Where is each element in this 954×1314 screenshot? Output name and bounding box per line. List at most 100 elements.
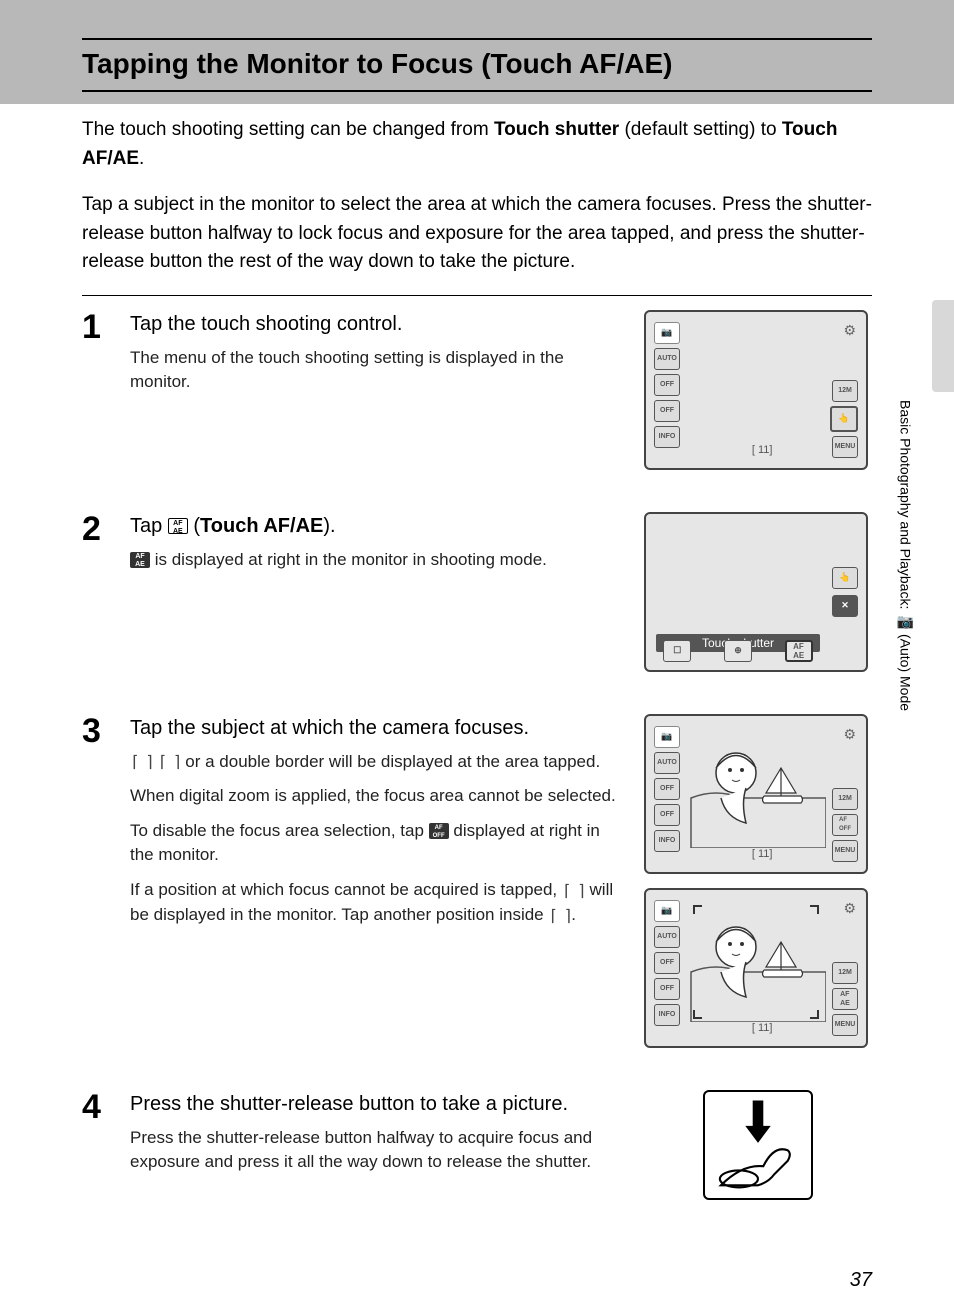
step-body: Press the shutter-release button to take…: [130, 1090, 630, 1200]
side-section-label: Basic Photography and Playback: 📷 (Auto)…: [897, 400, 914, 711]
right-icon-stack: 12M AFAE MENU: [832, 962, 858, 1036]
step-head-seg: ).: [323, 515, 335, 537]
side-label-text: Basic Photography and Playback:: [897, 400, 913, 609]
step-detail: The menu of the touch shooting setting i…: [130, 346, 622, 395]
menu-icon: MENU: [832, 840, 858, 862]
step-3: 3 Tap the subject at which the camera fo…: [82, 714, 872, 1062]
content-area: The touch shooting setting can be change…: [0, 104, 954, 1200]
step-number: 2: [82, 512, 116, 686]
left-icon-stack: 📷 AUTO OFF OFF INFO: [654, 322, 680, 448]
step-1: 1 Tap the touch shooting control. The me…: [82, 310, 872, 484]
right-icon-stack: 12M AFOFF MENU: [832, 788, 858, 862]
step-detail-seg: .: [571, 905, 576, 924]
camera-screen-3a: 📷 AUTO OFF OFF INFO ⚙: [644, 714, 868, 874]
info-icon: INFO: [654, 1004, 680, 1026]
intro-text-seg: .: [139, 148, 144, 169]
auto-icon: AUTO: [654, 348, 680, 370]
scene-drawing: [686, 902, 826, 1032]
resolution-icon: 12M: [832, 788, 858, 810]
off-icon: OFF: [654, 804, 680, 826]
shutter-press-figure: [703, 1090, 813, 1200]
frame-counter: [ 11]: [752, 444, 773, 456]
right-icon-stack: 12M 👆 MENU: [830, 380, 858, 458]
close-icon: ✕: [832, 595, 858, 617]
step-detail-seg: To disable the focus area selection, tap: [130, 821, 429, 840]
resolution-icon: 12M: [832, 380, 858, 402]
menu-icon: MENU: [832, 1014, 858, 1036]
step-detail: To disable the focus area selection, tap…: [130, 819, 622, 868]
step-body: Tap the subject at which the camera focu…: [130, 714, 630, 1062]
invalid-bracket-icon: ⌈ ⌉: [562, 879, 585, 902]
afae-option-icon: AFAE: [785, 640, 813, 662]
step-body: Tap AFAE (Touch AF/AE). AFAE is displaye…: [130, 512, 630, 686]
step-heading: Tap the subject at which the camera focu…: [130, 714, 622, 742]
step-heading: Tap AFAE (Touch AF/AE).: [130, 512, 622, 540]
intro-text-seg: (default setting) to: [619, 119, 782, 140]
touch-option-row: ☐ ⊕ AFAE: [656, 638, 820, 668]
intro-text-seg: The touch shooting setting can be change…: [82, 119, 494, 140]
afae-indicator-icon: AFAE: [832, 988, 858, 1010]
wireless-icon: ⚙: [843, 726, 856, 743]
menu-icon: MENU: [832, 436, 858, 458]
page-number: 37: [850, 1269, 872, 1292]
step-heading: Tap the touch shooting control.: [130, 310, 622, 338]
camera-icon: 📷: [654, 726, 680, 748]
camera-icon: 📷: [654, 322, 680, 344]
figure-column: [644, 1090, 872, 1200]
intro-paragraph-1: The touch shooting setting can be change…: [82, 116, 872, 173]
step-detail: If a position at which focus cannot be a…: [130, 878, 622, 927]
auto-icon: AUTO: [654, 926, 680, 948]
step-body: Tap the touch shooting control. The menu…: [130, 310, 630, 484]
touch-shooting-icon: 👆: [830, 406, 858, 432]
header-band: Tapping the Monitor to Focus (Touch AF/A…: [0, 0, 954, 104]
frame-counter: [ 11]: [752, 848, 773, 860]
off-icon: OFF: [654, 952, 680, 974]
afoff-icon: AFOFF: [832, 814, 858, 836]
off-icon: OFF: [654, 778, 680, 800]
title-box: Tapping the Monitor to Focus (Touch AF/A…: [82, 38, 872, 92]
step-4: 4 Press the shutter-release button to ta…: [82, 1090, 872, 1200]
divider: [82, 295, 872, 296]
side-tab: [932, 300, 954, 392]
step-head-seg: Tap: [130, 515, 168, 537]
step-detail: Press the shutter-release button halfway…: [130, 1126, 622, 1175]
left-icon-stack: 📷 AUTO OFF OFF INFO: [654, 726, 680, 852]
camera-screen-2: Touch shutter ☐ ⊕ AFAE 👆 ✕: [644, 512, 868, 672]
step-detail: When digital zoom is applied, the focus …: [130, 784, 622, 809]
subject-tracking-option-icon: ⊕: [724, 640, 752, 662]
resolution-icon: 12M: [832, 962, 858, 984]
step-head-bold: Touch AF/AE: [200, 515, 323, 537]
scene-drawing: [686, 728, 826, 858]
step-number: 4: [82, 1090, 116, 1200]
off-icon: OFF: [654, 400, 680, 422]
afoff-icon: AFOFF: [429, 823, 449, 839]
afae-indicator-icon: AFAE: [130, 552, 150, 568]
camera-icon: 📷: [654, 900, 680, 922]
step-detail: AFAE is displayed at right in the monito…: [130, 548, 622, 573]
touch-toggle-icon: 👆: [832, 567, 858, 589]
step-detail-seg: is displayed at right in the monitor in …: [150, 550, 547, 569]
off-icon: OFF: [654, 374, 680, 396]
step-detail-seg: or a double border will be displayed at …: [185, 752, 600, 771]
step-detail-seg: If a position at which focus cannot be a…: [130, 880, 562, 899]
afae-icon: AFAE: [168, 518, 188, 534]
invalid-bracket-icon: ⌈ ⌉: [548, 904, 571, 927]
off-icon: OFF: [654, 978, 680, 1000]
screen2-side-icons: 👆 ✕: [832, 567, 858, 617]
step-number: 3: [82, 714, 116, 1062]
step-heading: Press the shutter-release button to take…: [130, 1090, 622, 1118]
step-head-seg: (: [188, 515, 200, 537]
frame-counter: [ 11]: [752, 1022, 773, 1034]
camera-mode-icon: 📷: [897, 613, 914, 630]
info-icon: INFO: [654, 830, 680, 852]
left-icon-stack: 📷 AUTO OFF OFF INFO: [654, 900, 680, 1026]
camera-screen-3b: 📷 AUTO OFF OFF INFO ⚙: [644, 888, 868, 1048]
intro-paragraph-2: Tap a subject in the monitor to select t…: [82, 191, 872, 277]
wireless-icon: ⚙: [843, 322, 856, 339]
focus-bracket-icon: ⌈ ⌉: [130, 750, 153, 773]
intro-bold-1: Touch shutter: [494, 119, 619, 140]
page-title: Tapping the Monitor to Focus (Touch AF/A…: [82, 48, 872, 80]
auto-icon: AUTO: [654, 752, 680, 774]
side-label-text: (Auto) Mode: [897, 634, 913, 711]
focus-bracket-icon: ⌈ ⌉: [158, 750, 181, 773]
